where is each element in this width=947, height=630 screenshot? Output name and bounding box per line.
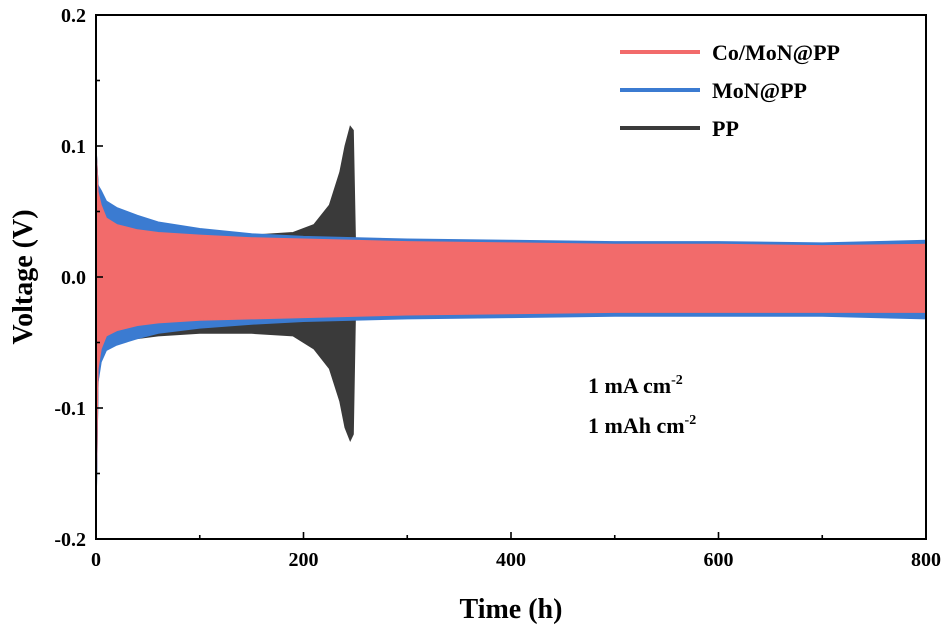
y-tick-label: 0.0 — [61, 267, 86, 289]
legend-label: Co/MoN@PP — [712, 40, 840, 65]
x-tick-label: 0 — [91, 549, 101, 571]
x-tick-label: 200 — [289, 549, 319, 571]
annotations: 1 mA cm-2 1 mAh cm-2 — [588, 373, 696, 438]
x-tick-label: 600 — [704, 549, 734, 571]
legend: Co/MoN@PP MoN@PP PP — [620, 40, 840, 141]
condition-annotation: 1 mAh cm-2 — [588, 413, 696, 438]
x-tick-label: 400 — [496, 549, 526, 571]
legend-label: MoN@PP — [712, 78, 807, 103]
legend-label: PP — [712, 116, 739, 141]
y-tick-label: -0.2 — [54, 529, 86, 551]
series-layer — [95, 125, 927, 520]
y-tick-label: -0.1 — [54, 398, 86, 420]
condition-annotation: 1 mA cm-2 — [588, 373, 683, 398]
x-tick-label: 800 — [911, 549, 941, 571]
y-tick-label: 0.2 — [61, 5, 86, 27]
y-tick-label: 0.1 — [61, 136, 86, 158]
ticks-layer: 0 200 400 600 800 -0.2 -0.1 0.0 0.1 0.2 — [54, 5, 941, 571]
y-axis-title: Voltage (V) — [8, 209, 39, 344]
x-axis-title: Time (h) — [460, 594, 563, 625]
